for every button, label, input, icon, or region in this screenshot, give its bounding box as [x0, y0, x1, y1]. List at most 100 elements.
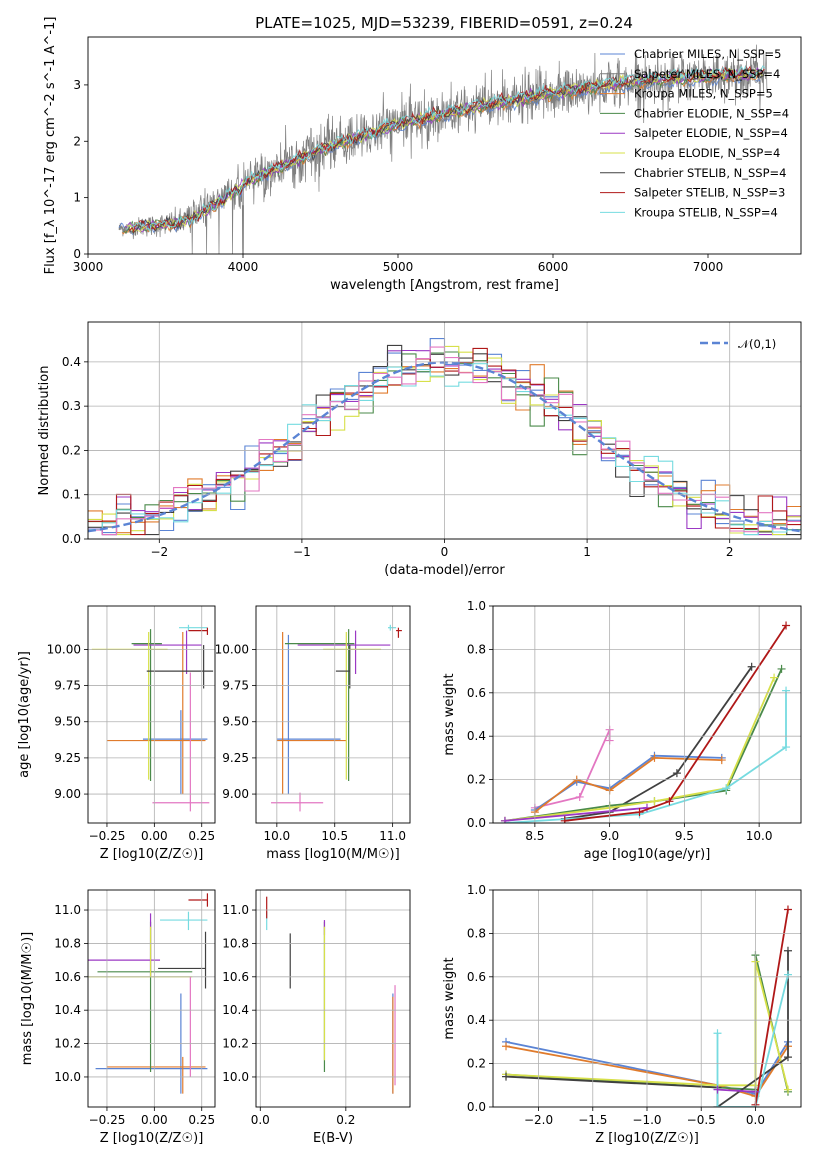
axes-frame: [87, 321, 802, 540]
data-marker: [770, 673, 779, 682]
data-point: [152, 672, 210, 812]
legend-label: Chabrier MILES, N_SSP=5: [634, 47, 781, 61]
legend: Chabrier MILES, N_SSP=5 Salpeter MILES, N…: [600, 47, 789, 219]
plot-area: [500, 621, 791, 823]
x-tick-label: 0.00: [141, 1113, 168, 1127]
mass-weight-line: [716, 974, 789, 1107]
y-tick-label: 10.0: [222, 1070, 249, 1084]
x-tick-label: 7000: [693, 260, 724, 274]
data-point: [106, 1056, 206, 1094]
data-marker: [635, 808, 644, 817]
y-tick-label: 10.4: [222, 1003, 249, 1017]
x-tick-label: 11.0: [379, 829, 406, 843]
axes-frame: [492, 605, 802, 824]
data-point: [271, 792, 324, 812]
data-point: [88, 926, 193, 978]
x-tick-label: 9.0: [600, 829, 619, 843]
data-point: [91, 632, 168, 780]
y-tick-label: 10.00: [215, 642, 249, 656]
y-tick-label: 0.0: [467, 1100, 486, 1114]
y-tick-label: 0.2: [467, 1057, 486, 1071]
data-marker: [502, 1042, 511, 1051]
x-tick-label: 2: [726, 545, 734, 559]
y-tick-label: 11.0: [54, 903, 81, 917]
mass-weight-line: [717, 1088, 756, 1093]
panel-age-vs-Z: −0.25 0.00 0.25 9.00 9.25 9.50 9.75 10.00 Z [log…: [17, 605, 216, 862]
plot-area: [88, 893, 209, 1094]
x-tick-label: −1.5: [578, 1113, 607, 1127]
mass-weight-line: [754, 909, 789, 1105]
data-marker: [500, 816, 509, 823]
x-axis-label: (data-model)/error: [384, 563, 505, 578]
x-tick-label: 10.0: [746, 829, 773, 843]
data-marker: [575, 792, 584, 801]
plot-area: [118, 44, 768, 254]
data-point: [178, 624, 208, 631]
x-tick-label: 0.0: [746, 1113, 765, 1127]
y-tick-label: 10.8: [222, 936, 249, 950]
panel-mass-vs-Z: −0.25 0.00 0.25 10.0 10.2 10.4 10.6 10.8 11.0 Z […: [20, 889, 216, 1146]
data-marker: [783, 1053, 792, 1062]
legend-label: Salpeter MILES, N_SSP=4: [634, 67, 780, 81]
data-marker: [783, 970, 792, 979]
y-tick-label: 10.6: [54, 970, 81, 984]
panel-residual-histogram: −2 −1 0 1 2 0.0 0.1 0.2 0.3 0.4 (data-model)/error…: [37, 321, 802, 578]
y-tick-label: 2: [73, 134, 81, 148]
legend-label: 𝒩(0,1): [738, 337, 776, 351]
y-tick-label: 0.8: [467, 926, 486, 940]
y-tick-label: 10.00: [47, 642, 81, 656]
data-marker: [713, 1029, 722, 1038]
y-tick-label: 9.25: [54, 751, 81, 765]
y-tick-label: 0.4: [467, 729, 486, 743]
y-tick-label: 1: [73, 191, 81, 205]
y-tick-label: 9.75: [222, 679, 249, 693]
x-tick-label: −0.5: [687, 1113, 716, 1127]
y-tick-label: 0.4: [467, 1013, 486, 1027]
y-tick-label: 0.2: [467, 773, 486, 787]
data-point: [284, 629, 355, 782]
x-tick-label: −1: [293, 545, 311, 559]
plot-area: [91, 624, 214, 812]
legend-label: Kroupa MILES, N_SSP=5: [634, 87, 773, 101]
x-tick-label: 10.0: [263, 829, 290, 843]
data-point: [276, 632, 347, 795]
x-tick-label: 5000: [383, 260, 414, 274]
data-point: [297, 630, 391, 674]
x-axis-label: age [log10(age/yr)]: [584, 847, 711, 862]
data-marker: [782, 686, 791, 695]
axes-frame: [87, 605, 216, 824]
legend-label: Kroupa ELODIE, N_SSP=4: [634, 146, 780, 160]
y-tick-label: 0.4: [62, 355, 81, 369]
x-tick-label: 8.5: [525, 829, 544, 843]
x-axis-label: mass [log10(M/M☉)]: [266, 847, 399, 862]
x-tick-label: −1.0: [632, 1113, 661, 1127]
y-tick-label: 9.00: [222, 787, 249, 801]
data-point: [88, 913, 161, 977]
data-marker: [713, 1103, 722, 1107]
data-marker: [717, 756, 726, 765]
x-tick-label: −0.25: [89, 1113, 126, 1127]
mass-weight-line: [564, 625, 787, 822]
x-tick-label: 0.25: [188, 829, 215, 843]
y-axis-label: mass weight: [442, 957, 457, 1039]
model-spectrum-line: [131, 65, 766, 234]
x-tick-label: 0.0: [251, 1113, 270, 1127]
y-axis-label: mass [log10(M/M☉)]: [20, 932, 35, 1065]
x-tick-label: 6000: [538, 260, 569, 274]
y-tick-label: 1.0: [467, 883, 486, 897]
x-tick-label: 9.5: [675, 829, 694, 843]
legend-label: Kroupa STELIB, N_SSP=4: [634, 205, 778, 219]
x-tick-label: 3000: [73, 260, 104, 274]
x-axis-label: wavelength [Angstrom, rest frame]: [330, 278, 559, 293]
x-axis-label: E(B-V): [313, 1131, 353, 1146]
y-tick-label: 0.6: [467, 970, 486, 984]
legend-label: Salpeter ELODIE, N_SSP=4: [634, 126, 788, 140]
y-tick-label: 10.2: [222, 1037, 249, 1051]
mass-weight-line: [504, 677, 775, 822]
y-tick-label: 0.0: [62, 532, 81, 546]
mass-weight-line: [504, 668, 783, 822]
plot-area: [271, 624, 402, 812]
data-marker: [722, 784, 731, 793]
data-marker: [672, 769, 681, 778]
